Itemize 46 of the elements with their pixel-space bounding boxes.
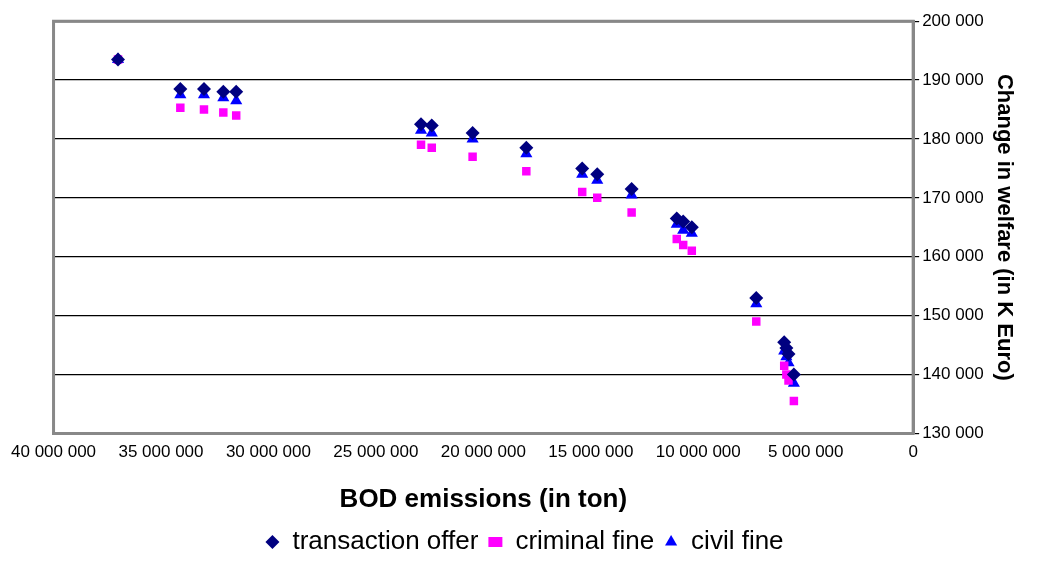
point [216, 84, 231, 99]
point [176, 103, 185, 113]
point [590, 167, 605, 182]
point [684, 220, 699, 235]
y-tick-label: 130 000 [922, 423, 984, 443]
point [196, 81, 211, 96]
point [575, 161, 590, 176]
point [786, 367, 801, 382]
point [752, 317, 761, 326]
x-tick-label: 10 000 000 [655, 442, 741, 462]
point [219, 108, 228, 117]
y-tick-label: 140 000 [922, 364, 984, 384]
x-tick-label: 30 000 000 [225, 442, 311, 462]
x-tick-label: 15 000 000 [548, 442, 634, 462]
x-tick-label: 35 000 000 [118, 442, 204, 462]
point [519, 140, 534, 155]
legend-label: transaction offer [292, 525, 479, 556]
x-tick-label: 0 [908, 442, 918, 462]
y-tick-label: 150 000 [922, 305, 984, 325]
point [627, 208, 636, 217]
point [199, 105, 209, 114]
y-tick-label: 190 000 [922, 69, 984, 89]
point [229, 84, 244, 99]
y-axis-title: Change in welfare (in K Euro) [992, 73, 1018, 381]
point [749, 290, 764, 305]
x-tick-label: 5 000 000 [767, 442, 844, 462]
point [779, 361, 789, 370]
point [468, 152, 477, 161]
y-tick-label: 180 000 [922, 128, 984, 148]
point [624, 182, 639, 197]
point [465, 126, 480, 141]
point [522, 167, 531, 176]
point [424, 118, 439, 133]
y-tick-label: 170 000 [922, 187, 984, 207]
x-tick-label: 20 000 000 [440, 442, 526, 462]
legend-label: criminal fine [515, 525, 655, 556]
point [231, 111, 241, 120]
legend-label: civil fine [691, 525, 784, 556]
y-tick-label: 160 000 [922, 246, 984, 266]
x-tick-label: 40 000 000 [10, 442, 97, 462]
y-tick-label: 200 000 [922, 10, 984, 30]
point [173, 81, 188, 96]
point [676, 214, 691, 229]
x-tick-label: 25 000 000 [333, 442, 419, 462]
x-axis-title: BOD emissions (in ton) [339, 482, 628, 513]
point [414, 117, 429, 132]
